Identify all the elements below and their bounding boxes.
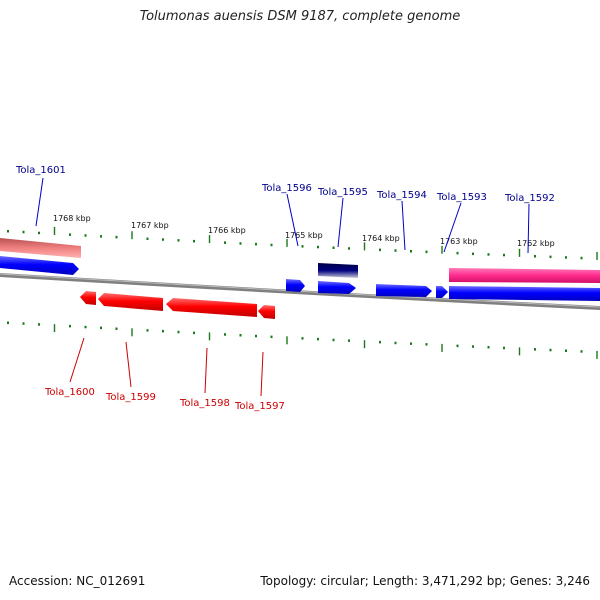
gene-tola-1600-arrow[interactable] [80,291,96,305]
scale-label-1767: 1767 kbp [131,221,169,230]
genome-summary-text: Topology: circular; Length: 3,471,292 bp… [260,574,590,588]
scale-label-1766: 1766 kbp [208,226,246,235]
gene-tola-1593-arrow[interactable] [436,286,448,298]
genome-title: Tolumonas auensis DSM 9187, complete gen… [139,9,461,24]
forward-leader-lines [35,177,530,254]
feature-pink [449,268,600,283]
accession-text: Accession: NC_012691 [9,574,146,588]
gene-tola-1595-arrow[interactable] [318,281,356,294]
gene-tola-1599-arrow[interactable] [98,293,163,311]
feature-navy [318,263,358,278]
gene-label-tola-1596[interactable]: Tola_1596 [261,183,312,194]
gene-label-tola-1595[interactable]: Tola_1595 [317,187,368,198]
genome-backbone [0,273,600,310]
gene-tola-1601-arrow[interactable] [0,256,79,275]
feature-salmon [0,238,81,258]
gene-label-tola-1600[interactable]: Tola_1600 [44,387,95,398]
reverse-leader-lines [69,337,264,397]
gene-label-tola-1598[interactable]: Tola_1598 [179,398,230,409]
gene-label-tola-1599[interactable]: Tola_1599 [105,392,156,403]
scale-label-1764: 1764 kbp [362,234,400,243]
scale-label-1765: 1765 kbp [285,231,323,240]
scale-label-1768: 1768 kbp [53,214,91,223]
gene-tola-1594-arrow[interactable] [376,284,432,297]
gene-tola-1596-arrow[interactable] [286,279,305,292]
gene-label-tola-1593[interactable]: Tola_1593 [436,192,487,203]
gene-label-tola-1592[interactable]: Tola_1592 [504,193,555,204]
scale-label-1762: 1762 kbp [517,239,555,248]
gene-tola-1592-arrow[interactable] [449,286,600,301]
gene-label-tola-1594[interactable]: Tola_1594 [376,190,427,201]
scale-label-1763: 1763 kbp [440,237,478,246]
outer-tick-ring [7,227,598,260]
gene-label-tola-1597[interactable]: Tola_1597 [234,401,285,412]
gene-tola-1598-arrow[interactable] [166,298,257,317]
gene-tola-1597-arrow[interactable] [258,305,275,319]
inner-tick-ring [7,321,598,359]
gene-label-tola-1601[interactable]: Tola_1601 [15,165,66,176]
